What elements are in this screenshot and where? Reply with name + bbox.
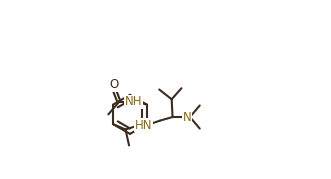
Text: N: N [182,110,191,124]
Text: O: O [110,78,119,91]
Text: NH: NH [125,95,142,108]
Text: HN: HN [134,118,152,132]
